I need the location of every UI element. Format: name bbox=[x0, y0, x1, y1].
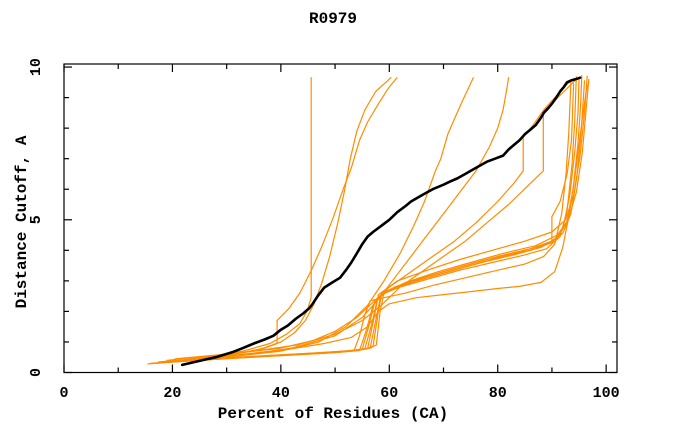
x-tick-label: 40 bbox=[272, 385, 290, 402]
curve-orange-top-75 bbox=[150, 77, 474, 364]
curve-orange-steep-60 bbox=[155, 77, 392, 364]
y-tick-label: 5 bbox=[28, 215, 45, 224]
y-tick-label: 0 bbox=[28, 368, 45, 377]
curve-orange-bundle-3 bbox=[161, 78, 580, 364]
curve-orange-bundle-6 bbox=[177, 75, 588, 363]
curve-orange-top-82 bbox=[158, 77, 510, 363]
x-axis-label: Percent of Residues (CA) bbox=[218, 405, 448, 423]
curve-orange-bundle-7 bbox=[155, 83, 575, 364]
curve-orange-vertical-45 bbox=[161, 77, 312, 364]
x-tick-label: 80 bbox=[489, 385, 507, 402]
curve-orange-bundle-8 bbox=[182, 78, 590, 362]
curve-orange-bundle-4 bbox=[166, 74, 583, 363]
x-tick-label: 100 bbox=[593, 385, 620, 402]
curve-orange-bundle-2 bbox=[152, 76, 577, 364]
curve-black-reference bbox=[180, 76, 582, 367]
x-tick-label: 20 bbox=[163, 385, 181, 402]
curve-orange-steep-61 bbox=[166, 77, 398, 363]
axes-layer bbox=[63, 63, 618, 374]
x-tick-label: 60 bbox=[380, 385, 398, 402]
curve-orange-bundle-5 bbox=[171, 80, 586, 363]
curve-orange-mid-jump-88 bbox=[174, 78, 577, 360]
y-tick-label: 10 bbox=[28, 58, 45, 76]
chart-title: R0979 bbox=[309, 10, 357, 28]
curve-layer bbox=[147, 74, 590, 367]
x-tick-label: 0 bbox=[59, 385, 68, 402]
y-axis-label: Distance Cutoff, A bbox=[13, 135, 31, 308]
tick-label-layer: 0 20 40 60 80 100 0 5 10 bbox=[28, 58, 620, 402]
curve-orange-mid-jump-85 bbox=[166, 78, 575, 361]
plot-frame bbox=[63, 63, 618, 374]
curve-orange-low-late bbox=[198, 81, 590, 360]
